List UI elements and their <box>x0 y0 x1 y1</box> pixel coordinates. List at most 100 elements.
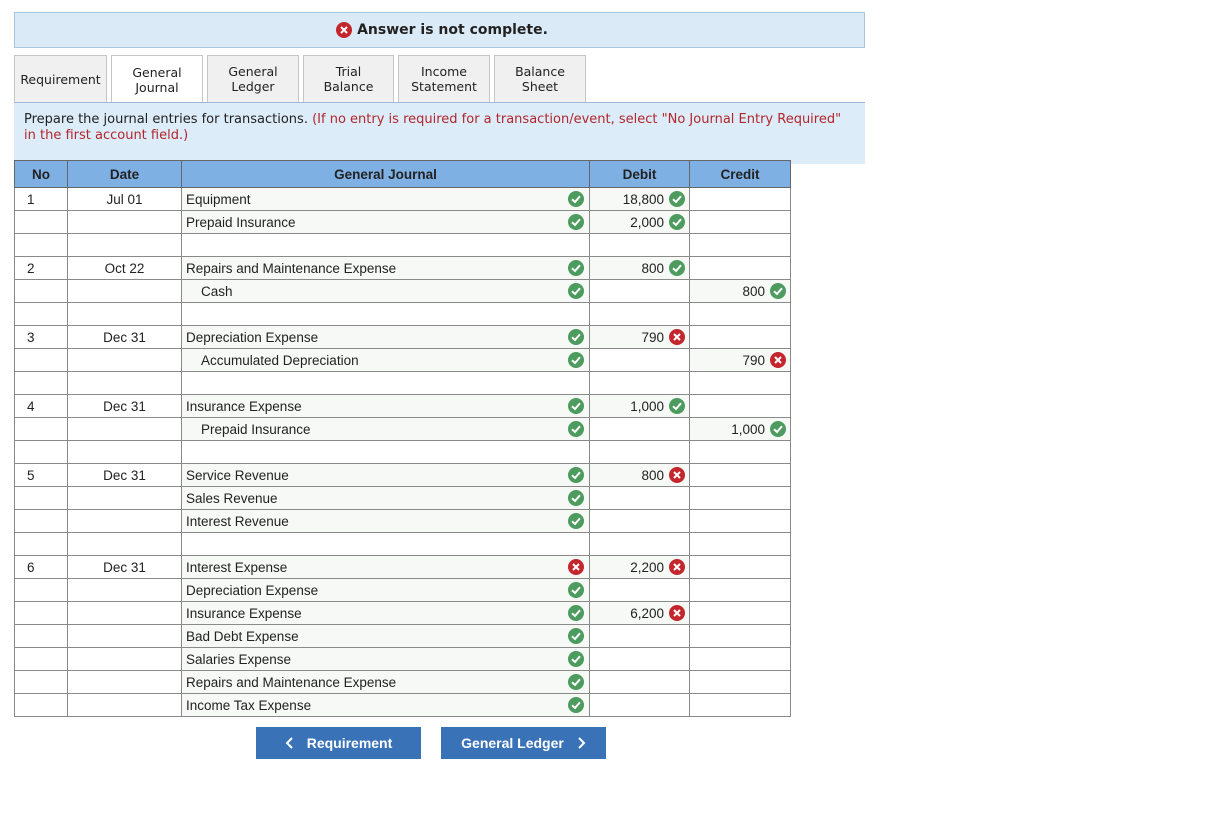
check-icon <box>568 260 584 276</box>
journal-row <box>14 302 791 326</box>
credit-cell <box>689 187 791 211</box>
journal-row: 6 Dec 31 Interest Expense 2,200 <box>14 555 791 579</box>
entry-date <box>67 509 182 533</box>
journal-row <box>14 233 791 257</box>
account-name: Insurance Expense <box>186 605 302 621</box>
entry-date: Dec 31 <box>67 394 182 418</box>
instruction-note: (If no entry is required for a transacti… <box>24 112 842 143</box>
journal-table: No Date General Journal Debit Credit 1 Jul 01… <box>14 160 791 717</box>
credit-cell <box>689 256 791 280</box>
credit-cell: 800 <box>689 279 791 303</box>
account-cell: Insurance Expense <box>181 394 590 418</box>
entry-date <box>67 348 182 372</box>
debit-cell <box>589 509 690 533</box>
tab-divider <box>14 102 865 103</box>
account-cell: Bad Debt Expense <box>181 624 590 648</box>
debit-cell <box>589 486 690 510</box>
debit-cell: 6,200 <box>589 601 690 625</box>
debit-amount: 800 <box>641 468 664 483</box>
account-cell <box>181 371 590 395</box>
account-cell: Accumulated Depreciation <box>181 348 590 372</box>
debit-cell: 790 <box>589 325 690 349</box>
tab[interactable]: Trial Balance <box>303 55 394 102</box>
debit-amount: 1,000 <box>630 399 664 414</box>
entry-number <box>14 233 68 257</box>
error-icon <box>669 329 685 345</box>
entry-number-text: 3 <box>27 329 35 345</box>
journal-row: 5 Dec 31 Service Revenue 800 <box>14 463 791 487</box>
account-cell: Prepaid Insurance <box>181 417 590 441</box>
prev-button[interactable]: Requirement <box>256 727 421 759</box>
entry-date <box>67 486 182 510</box>
tab[interactable]: Income Statement <box>398 55 490 102</box>
next-button[interactable]: General Ledger <box>441 727 606 759</box>
account-cell: Interest Expense <box>181 555 590 579</box>
journal-row: Bad Debt Expense <box>14 624 791 648</box>
check-icon <box>568 283 584 299</box>
entry-date <box>67 670 182 694</box>
debit-cell <box>589 417 690 441</box>
entry-number: 5 <box>14 463 68 487</box>
date-text: Dec 31 <box>103 329 146 345</box>
account-name: Cash <box>201 283 233 299</box>
account-name: Repairs and Maintenance Expense <box>186 674 397 690</box>
account-cell <box>181 440 590 464</box>
journal-row: Salaries Expense <box>14 647 791 671</box>
tab-bar: Requirement General Journal General Ledger… <box>14 55 590 103</box>
credit-cell <box>689 578 791 602</box>
journal-row: Repairs and Maintenance Expense <box>14 670 791 694</box>
check-icon <box>568 674 584 690</box>
entry-date <box>67 279 182 303</box>
entry-date: Dec 31 <box>67 555 182 579</box>
credit-cell <box>689 371 791 395</box>
entry-number <box>14 647 68 671</box>
tab[interactable]: Balance Sheet <box>494 55 586 102</box>
account-name: Depreciation Expense <box>186 582 319 598</box>
journal-row <box>14 440 791 464</box>
account-name: Salaries Expense <box>186 651 292 667</box>
entry-number <box>14 532 68 556</box>
check-icon <box>568 329 584 345</box>
entry-number: 3 <box>14 325 68 349</box>
debit-cell <box>589 233 690 257</box>
debit-cell: 800 <box>589 256 690 280</box>
column-header: Debit <box>589 160 690 188</box>
journal-row: 2 Oct 22 Repairs and Maintenance Expense 80… <box>14 256 791 280</box>
tab[interactable]: General Ledger <box>207 55 299 102</box>
debit-cell: 2,200 <box>589 555 690 579</box>
credit-cell <box>689 463 791 487</box>
debit-cell <box>589 279 690 303</box>
journal-row: Interest Revenue <box>14 509 791 533</box>
account-name: Accumulated Depreciation <box>201 352 359 368</box>
check-icon <box>568 582 584 598</box>
check-icon <box>669 260 685 276</box>
journal-row: Accumulated Depreciation 790 <box>14 348 791 372</box>
error-icon <box>336 21 353 38</box>
check-icon <box>669 398 685 414</box>
check-icon <box>568 651 584 667</box>
check-icon <box>669 214 685 230</box>
entry-number-text: 2 <box>27 260 35 276</box>
account-name: Depreciation Expense <box>186 329 319 345</box>
credit-amount: 800 <box>742 284 765 299</box>
entry-number: 4 <box>14 394 68 418</box>
check-icon <box>568 421 584 437</box>
debit-cell: 1,000 <box>589 394 690 418</box>
account-cell: Depreciation Expense <box>181 325 590 349</box>
debit-cell: 2,000 <box>589 210 690 234</box>
account-cell: Sales Revenue <box>181 486 590 510</box>
credit-cell <box>689 624 791 648</box>
account-name: Interest Revenue <box>186 513 289 529</box>
credit-cell: 790 <box>689 348 791 372</box>
tab[interactable]: General Journal <box>111 55 203 103</box>
journal-row: Insurance Expense 6,200 <box>14 601 791 625</box>
credit-cell <box>689 601 791 625</box>
entry-date <box>67 601 182 625</box>
entry-number <box>14 578 68 602</box>
tab[interactable]: Requirement <box>14 55 107 102</box>
entry-number <box>14 624 68 648</box>
credit-cell: 1,000 <box>689 417 791 441</box>
credit-amount: 790 <box>742 353 765 368</box>
check-icon <box>568 352 584 368</box>
journal-row: Prepaid Insurance 1,000 <box>14 417 791 441</box>
